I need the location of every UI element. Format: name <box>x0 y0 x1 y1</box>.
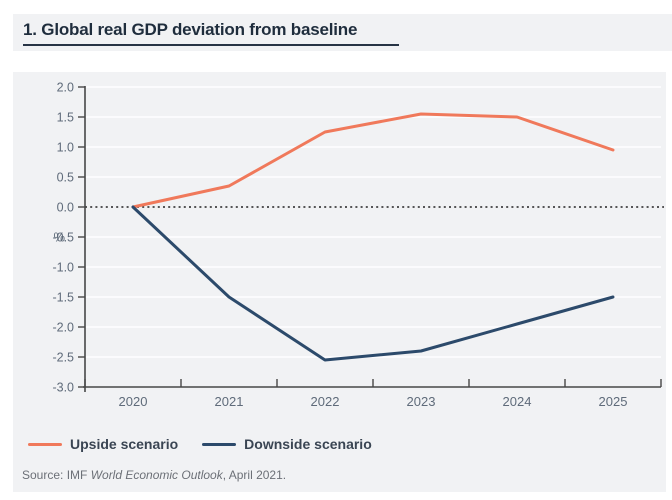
source-prefix: Source: IMF <box>22 468 91 482</box>
figure-title: 1. Global real GDP deviation from baseli… <box>23 20 400 46</box>
y-tick-label: 1.5 <box>57 111 74 125</box>
y-tick-label: -1.5 <box>52 291 74 305</box>
y-tick-label: -0.5 <box>52 231 74 245</box>
chart-legend: Upside scenario Downside scenario <box>28 436 372 452</box>
y-tick-label: -2.0 <box>52 321 74 335</box>
x-tick-label: 2024 <box>503 394 532 409</box>
x-tick-label: 2021 <box>215 394 244 409</box>
x-tick-label: 2022 <box>311 394 340 409</box>
series-line-upside-scenario <box>131 112 615 209</box>
y-axis-unit-label: % <box>53 230 65 245</box>
chart-panel: 2.0 1.5 1.0 0.5 0.0 -0.5 -1.0 -1.5 -2.0 -2.5 -3.0%… <box>13 72 666 492</box>
legend-item-upside: Upside scenario <box>28 436 178 452</box>
line-chart: 2.0 1.5 1.0 0.5 0.0 -0.5 -1.0 -1.5 -2.0 -2.5 -3.0%… <box>52 81 664 409</box>
source-publication: World Economic Outlook <box>90 468 223 482</box>
figure-title-bar: 1. Global real GDP deviation from baseli… <box>13 14 672 51</box>
x-tick-label: 2020 <box>119 394 148 409</box>
y-tick-label: 0.5 <box>57 171 74 185</box>
legend-label-upside: Upside scenario <box>70 436 179 452</box>
downside-line-swatch <box>202 442 237 446</box>
y-tick-label: -1.0 <box>52 261 74 275</box>
series-line-downside-scenario <box>131 205 615 362</box>
legend-item-downside: Downside scenario <box>202 436 372 452</box>
y-tick-label: 0.0 <box>57 201 74 215</box>
upside-line-swatch <box>28 442 62 446</box>
legend-label-downside: Downside scenario <box>244 436 372 452</box>
source-suffix: , April 2021. <box>222 468 287 482</box>
x-tick-label: 2025 <box>599 394 628 409</box>
source-note: Source: IMF World Economic Outlook, Apri… <box>22 468 286 482</box>
x-tick-label: 2023 <box>407 394 436 409</box>
y-tick-label: 1.0 <box>57 141 74 155</box>
y-tick-label: 2.0 <box>57 81 74 95</box>
y-tick-label: -3.0 <box>52 381 74 395</box>
y-tick-label: -2.5 <box>52 351 74 365</box>
